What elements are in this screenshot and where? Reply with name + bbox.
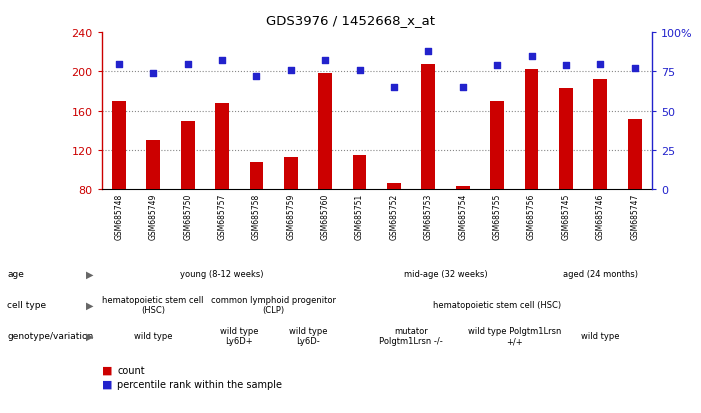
Text: GSM685753: GSM685753 <box>424 193 433 240</box>
Text: GSM685745: GSM685745 <box>562 193 571 240</box>
Text: ▶: ▶ <box>86 299 93 310</box>
Point <box>491 63 503 69</box>
Text: hematopoietic stem cell (HSC): hematopoietic stem cell (HSC) <box>433 300 562 309</box>
Point <box>320 58 331 64</box>
Point <box>251 74 262 80</box>
Point <box>148 71 159 77</box>
Point <box>594 61 606 68</box>
Text: ▶: ▶ <box>86 268 93 279</box>
Bar <box>112 102 125 190</box>
Text: GSM685748: GSM685748 <box>114 193 123 240</box>
Text: GSM685760: GSM685760 <box>320 193 329 240</box>
Text: hematopoietic stem cell
(HSC): hematopoietic stem cell (HSC) <box>102 295 204 314</box>
Text: mid-age (32 weeks): mid-age (32 weeks) <box>404 269 487 278</box>
Text: GSM685754: GSM685754 <box>458 193 468 240</box>
Bar <box>215 104 229 190</box>
Text: wild type: wild type <box>581 331 620 340</box>
Text: common lymphoid progenitor
(CLP): common lymphoid progenitor (CLP) <box>211 295 336 314</box>
Text: GSM685755: GSM685755 <box>493 193 502 240</box>
Text: ■: ■ <box>102 379 112 389</box>
Bar <box>318 74 332 190</box>
Text: aged (24 months): aged (24 months) <box>563 269 638 278</box>
Text: ▶: ▶ <box>86 330 93 341</box>
Bar <box>490 102 504 190</box>
Point <box>182 61 193 68</box>
Text: ■: ■ <box>102 365 112 375</box>
Text: wild type Polgtm1Lrsn
+/+: wild type Polgtm1Lrsn +/+ <box>468 326 561 345</box>
Point <box>560 63 571 69</box>
Bar <box>387 183 401 190</box>
Point <box>388 85 400 91</box>
Text: GSM685758: GSM685758 <box>252 193 261 240</box>
Point <box>354 67 365 74</box>
Bar <box>559 89 573 190</box>
Bar <box>250 163 264 190</box>
Text: cell type: cell type <box>7 300 46 309</box>
Point <box>629 66 640 72</box>
Text: GSM685746: GSM685746 <box>596 193 605 240</box>
Text: GSM685747: GSM685747 <box>630 193 639 240</box>
Text: wild type
Ly6D-: wild type Ly6D- <box>289 326 327 345</box>
Bar <box>181 121 194 190</box>
Text: GSM685756: GSM685756 <box>527 193 536 240</box>
Text: GSM685751: GSM685751 <box>355 193 364 240</box>
Point <box>217 58 228 64</box>
Text: wild type
Ly6D+: wild type Ly6D+ <box>220 326 259 345</box>
Point <box>526 53 537 60</box>
Bar <box>421 64 435 190</box>
Text: percentile rank within the sample: percentile rank within the sample <box>117 379 282 389</box>
Text: GSM685759: GSM685759 <box>286 193 295 240</box>
Bar <box>147 141 160 190</box>
Bar <box>456 187 470 190</box>
Text: age: age <box>7 269 24 278</box>
Bar <box>524 70 538 190</box>
Text: GSM685757: GSM685757 <box>217 193 226 240</box>
Text: count: count <box>117 365 144 375</box>
Point <box>285 67 297 74</box>
Text: GSM685750: GSM685750 <box>183 193 192 240</box>
Text: GSM685752: GSM685752 <box>390 193 398 240</box>
Text: genotype/variation: genotype/variation <box>7 331 93 340</box>
Text: GSM685749: GSM685749 <box>149 193 158 240</box>
Bar <box>353 156 367 190</box>
Bar <box>628 119 641 190</box>
Bar <box>284 158 298 190</box>
Text: GDS3976 / 1452668_x_at: GDS3976 / 1452668_x_at <box>266 14 435 27</box>
Point <box>114 61 125 68</box>
Text: mutator
Polgtm1Lrsn -/-: mutator Polgtm1Lrsn -/- <box>379 326 443 345</box>
Point <box>423 49 434 55</box>
Point <box>457 85 468 91</box>
Text: young (8-12 weeks): young (8-12 weeks) <box>180 269 264 278</box>
Text: wild type: wild type <box>134 331 172 340</box>
Bar <box>594 80 607 190</box>
